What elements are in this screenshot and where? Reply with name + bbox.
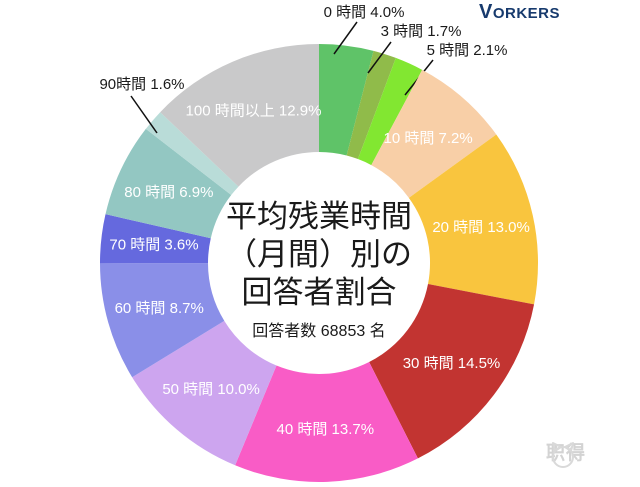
leader-line-0 — [333, 21, 358, 55]
slice-label-10: 80 時間 6.9% — [124, 184, 213, 201]
chart-title-line-3: 回答者割合 — [241, 275, 397, 310]
slice-label-7: 50 時間 10.0% — [162, 381, 260, 398]
pie-slice-3 — [371, 69, 497, 198]
pie-slice-2 — [357, 57, 423, 166]
slice-label-0: 0 時間 4.0% — [324, 4, 405, 21]
slice-label-1: 3 時間 1.7% — [381, 23, 462, 40]
watermark: 职得 — [546, 438, 587, 468]
pie-slice-6 — [235, 362, 418, 483]
leader-line-1 — [367, 41, 392, 74]
slice-label-5: 30 時間 14.5% — [403, 355, 501, 372]
pie-slice-4 — [408, 134, 539, 305]
pie-slice-9 — [99, 214, 211, 264]
slice-label-2: 5 時間 2.1% — [427, 42, 508, 59]
slice-label-3: 10 時間 7.2% — [383, 130, 472, 147]
vorkers-logo: V ORKERS — [479, 1, 560, 24]
slice-label-9: 70 時間 3.6% — [109, 237, 198, 254]
pie-slice-1 — [346, 50, 396, 160]
pie-slice-8 — [100, 263, 225, 378]
pie-slice-10 — [105, 128, 232, 239]
pie-slice-12 — [160, 44, 319, 187]
slice-label-4: 20 時間 13.0% — [432, 219, 530, 236]
pie-slice-7 — [132, 320, 277, 466]
watermark-text: 职得 — [546, 443, 587, 464]
slice-label-8: 60 時間 8.7% — [115, 300, 204, 317]
slice-label-11: 90時間 1.6% — [99, 76, 184, 93]
leader-line-11 — [130, 95, 158, 134]
respondent-count: 回答者数 68853 名 — [252, 323, 386, 340]
chart-title-line-2: （月間）別の — [226, 237, 412, 272]
slice-label-12: 100 時間以上 12.9% — [186, 103, 322, 120]
vorkers-logo-initial: V — [479, 1, 493, 23]
vorkers-logo-rest: ORKERS — [492, 5, 561, 22]
pie-slice-5 — [369, 283, 535, 459]
pie-slice-0 — [319, 44, 374, 156]
chart-center-text: 平均残業時間 （月間）別の 回答者割合 回答者数 68853 名 — [169, 198, 469, 341]
mascot-icon — [552, 442, 574, 468]
chart-title-line-1: 平均残業時間 — [226, 199, 412, 234]
pie-slice-11 — [145, 112, 239, 196]
slice-label-6: 40 時間 13.7% — [277, 421, 375, 438]
